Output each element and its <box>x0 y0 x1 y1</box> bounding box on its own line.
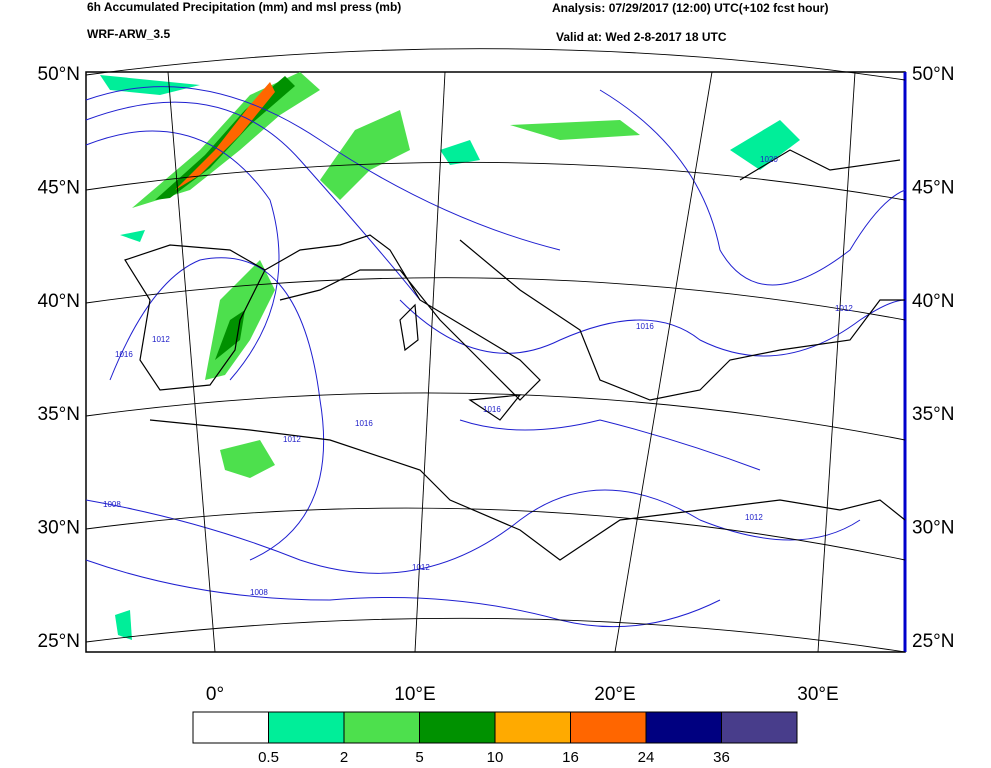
valid-time: Valid at: Wed 2-8-2017 18 UTC <box>556 30 727 44</box>
analysis-time: Analysis: 07/29/2017 (12:00) UTC(+102 fc… <box>552 1 828 15</box>
isobar <box>85 130 280 381</box>
coast <box>124 244 266 391</box>
precip <box>220 440 275 478</box>
colorbar-label: 0.5 <box>258 749 279 766</box>
colorbar-box <box>419 711 496 744</box>
isobar <box>85 559 721 628</box>
isobar <box>85 489 861 574</box>
meridian <box>414 71 446 653</box>
contour-label: 1008 <box>103 500 121 509</box>
contour-label: 1012 <box>835 304 853 313</box>
isobar <box>459 419 761 471</box>
colorbar-box <box>192 711 269 744</box>
colorbar-label: 10 <box>487 749 504 766</box>
lon-label: 20°E <box>594 684 635 705</box>
coast <box>459 239 905 401</box>
isobar <box>109 257 325 561</box>
precip <box>440 140 480 165</box>
colorbar-label: 5 <box>415 749 423 766</box>
map-area: 1016 1012 1008 1012 1016 1016 1012 1008 … <box>85 48 907 653</box>
contour-label: 1016 <box>483 405 501 414</box>
precip <box>115 610 132 640</box>
colorbar-box <box>268 711 345 744</box>
colorbar-label: 36 <box>713 749 730 766</box>
map-title: 6h Accumulated Precipitation (mm) and ms… <box>87 0 401 14</box>
lat-label: 25°N <box>38 631 80 652</box>
precip <box>730 120 800 170</box>
contour-label: 1012 <box>745 513 763 522</box>
colorbar-box <box>570 711 647 744</box>
model-name: WRF-ARW_3.5 <box>87 27 170 41</box>
isobar <box>85 101 421 301</box>
contour-label: 1016 <box>636 322 654 331</box>
meridian <box>817 71 856 653</box>
colorbar-box <box>494 711 571 744</box>
parallel <box>85 617 906 653</box>
lon-label: 0° <box>206 684 224 705</box>
colorbar-label: 2 <box>340 749 348 766</box>
isobar <box>399 299 906 357</box>
colorbar-label: 16 <box>562 749 579 766</box>
isobars <box>85 86 906 628</box>
lat-label: 35°N <box>38 404 80 425</box>
lat-label: 40°N <box>38 291 80 312</box>
graticule <box>85 48 906 653</box>
contour-label: 1020 <box>760 155 778 164</box>
coast <box>399 303 522 421</box>
lat-label: 25°N <box>912 631 954 652</box>
precip <box>120 230 145 242</box>
isobar <box>85 86 561 251</box>
contour-label: 1016 <box>115 350 133 359</box>
coast <box>264 234 541 401</box>
precip <box>510 120 640 140</box>
parallel <box>85 48 906 81</box>
meridian <box>614 71 713 653</box>
colorbar-box <box>343 711 420 744</box>
precip <box>175 82 275 190</box>
parallel <box>85 507 906 561</box>
precip <box>215 310 245 360</box>
lat-label: 50°N <box>912 64 954 85</box>
lat-label: 45°N <box>912 177 954 198</box>
coast <box>739 149 901 181</box>
contour-labels: 1016 1012 1008 1012 1016 1016 1012 1008 … <box>103 155 853 597</box>
parallel <box>85 277 906 321</box>
coast <box>149 419 906 561</box>
contour-label: 1012 <box>412 563 430 572</box>
colorbar-box <box>721 711 798 744</box>
colorbar-label: 24 <box>638 749 655 766</box>
meridian <box>167 71 216 653</box>
lat-label: 30°N <box>38 518 80 539</box>
contour-label: 1016 <box>355 419 373 428</box>
parallel <box>85 392 906 441</box>
colorbar-box <box>645 711 722 744</box>
lat-label: 30°N <box>912 518 954 539</box>
lat-label: 50°N <box>38 64 80 85</box>
contour-label: 1008 <box>250 588 268 597</box>
lat-label: 45°N <box>38 177 80 198</box>
lon-label: 30°E <box>797 684 838 705</box>
isobar <box>599 89 906 286</box>
coastlines <box>124 149 906 561</box>
precip <box>320 110 410 200</box>
parallel <box>85 161 906 201</box>
contour-label: 1012 <box>152 335 170 344</box>
contour-label: 1012 <box>283 435 301 444</box>
lat-label: 35°N <box>912 404 954 425</box>
lon-label: 10°E <box>394 684 435 705</box>
lat-label: 40°N <box>912 291 954 312</box>
